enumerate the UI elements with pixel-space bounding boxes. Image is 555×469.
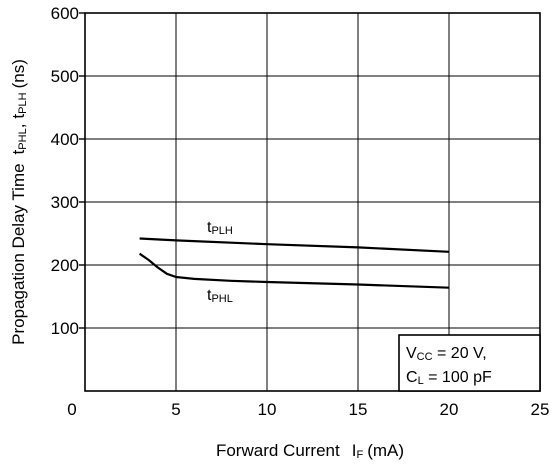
y-tick-label: 400 [51,130,79,149]
x-tick-label: 15 [349,400,368,419]
series-lines [138,237,450,289]
series-label-tphl: tPHL [207,287,233,305]
x-axis-title: Forward Current IF (mA) [216,441,404,461]
plot-frame [84,12,541,392]
x-tick-label: 10 [258,400,277,419]
y-axis-title: Propagation Delay TimetPHL,tPLH(ns) [9,59,29,345]
condition-cl: CL = 100 pF [406,369,492,387]
y-tick-label: 500 [51,67,79,86]
y-tick-label: 300 [51,193,79,212]
x-tick-label: 25 [531,400,550,419]
y-tick-labels: 100 200 300 400 500 600 [51,4,79,338]
x-tick-label: 0 [67,400,76,419]
y-tick-label: 200 [51,256,79,275]
x-tick-label: 5 [171,400,180,419]
x-tick-labels: 0 5 10 15 20 25 [67,400,549,419]
y-tick-label: 100 [51,319,79,338]
x-tick-label: 20 [440,400,459,419]
grid-lines [79,12,540,391]
condition-vcc: VCC = 20 V, [406,345,487,363]
series-line-tplh [139,237,450,253]
series-label-tplh: tPLH [207,219,233,237]
series-line-tphl [138,252,450,289]
y-tick-label: 600 [51,4,79,23]
conditions-box [398,334,541,392]
